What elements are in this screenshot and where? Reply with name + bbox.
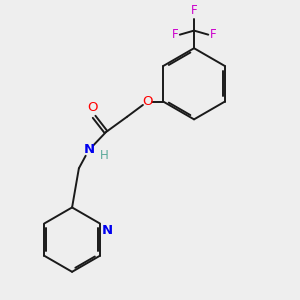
- Text: F: F: [210, 28, 217, 41]
- Text: N: N: [83, 143, 94, 156]
- Text: O: O: [143, 95, 153, 108]
- Text: O: O: [87, 101, 98, 114]
- Text: F: F: [191, 4, 197, 17]
- Text: F: F: [172, 28, 178, 41]
- Text: H: H: [100, 149, 109, 162]
- Text: N: N: [101, 224, 112, 237]
